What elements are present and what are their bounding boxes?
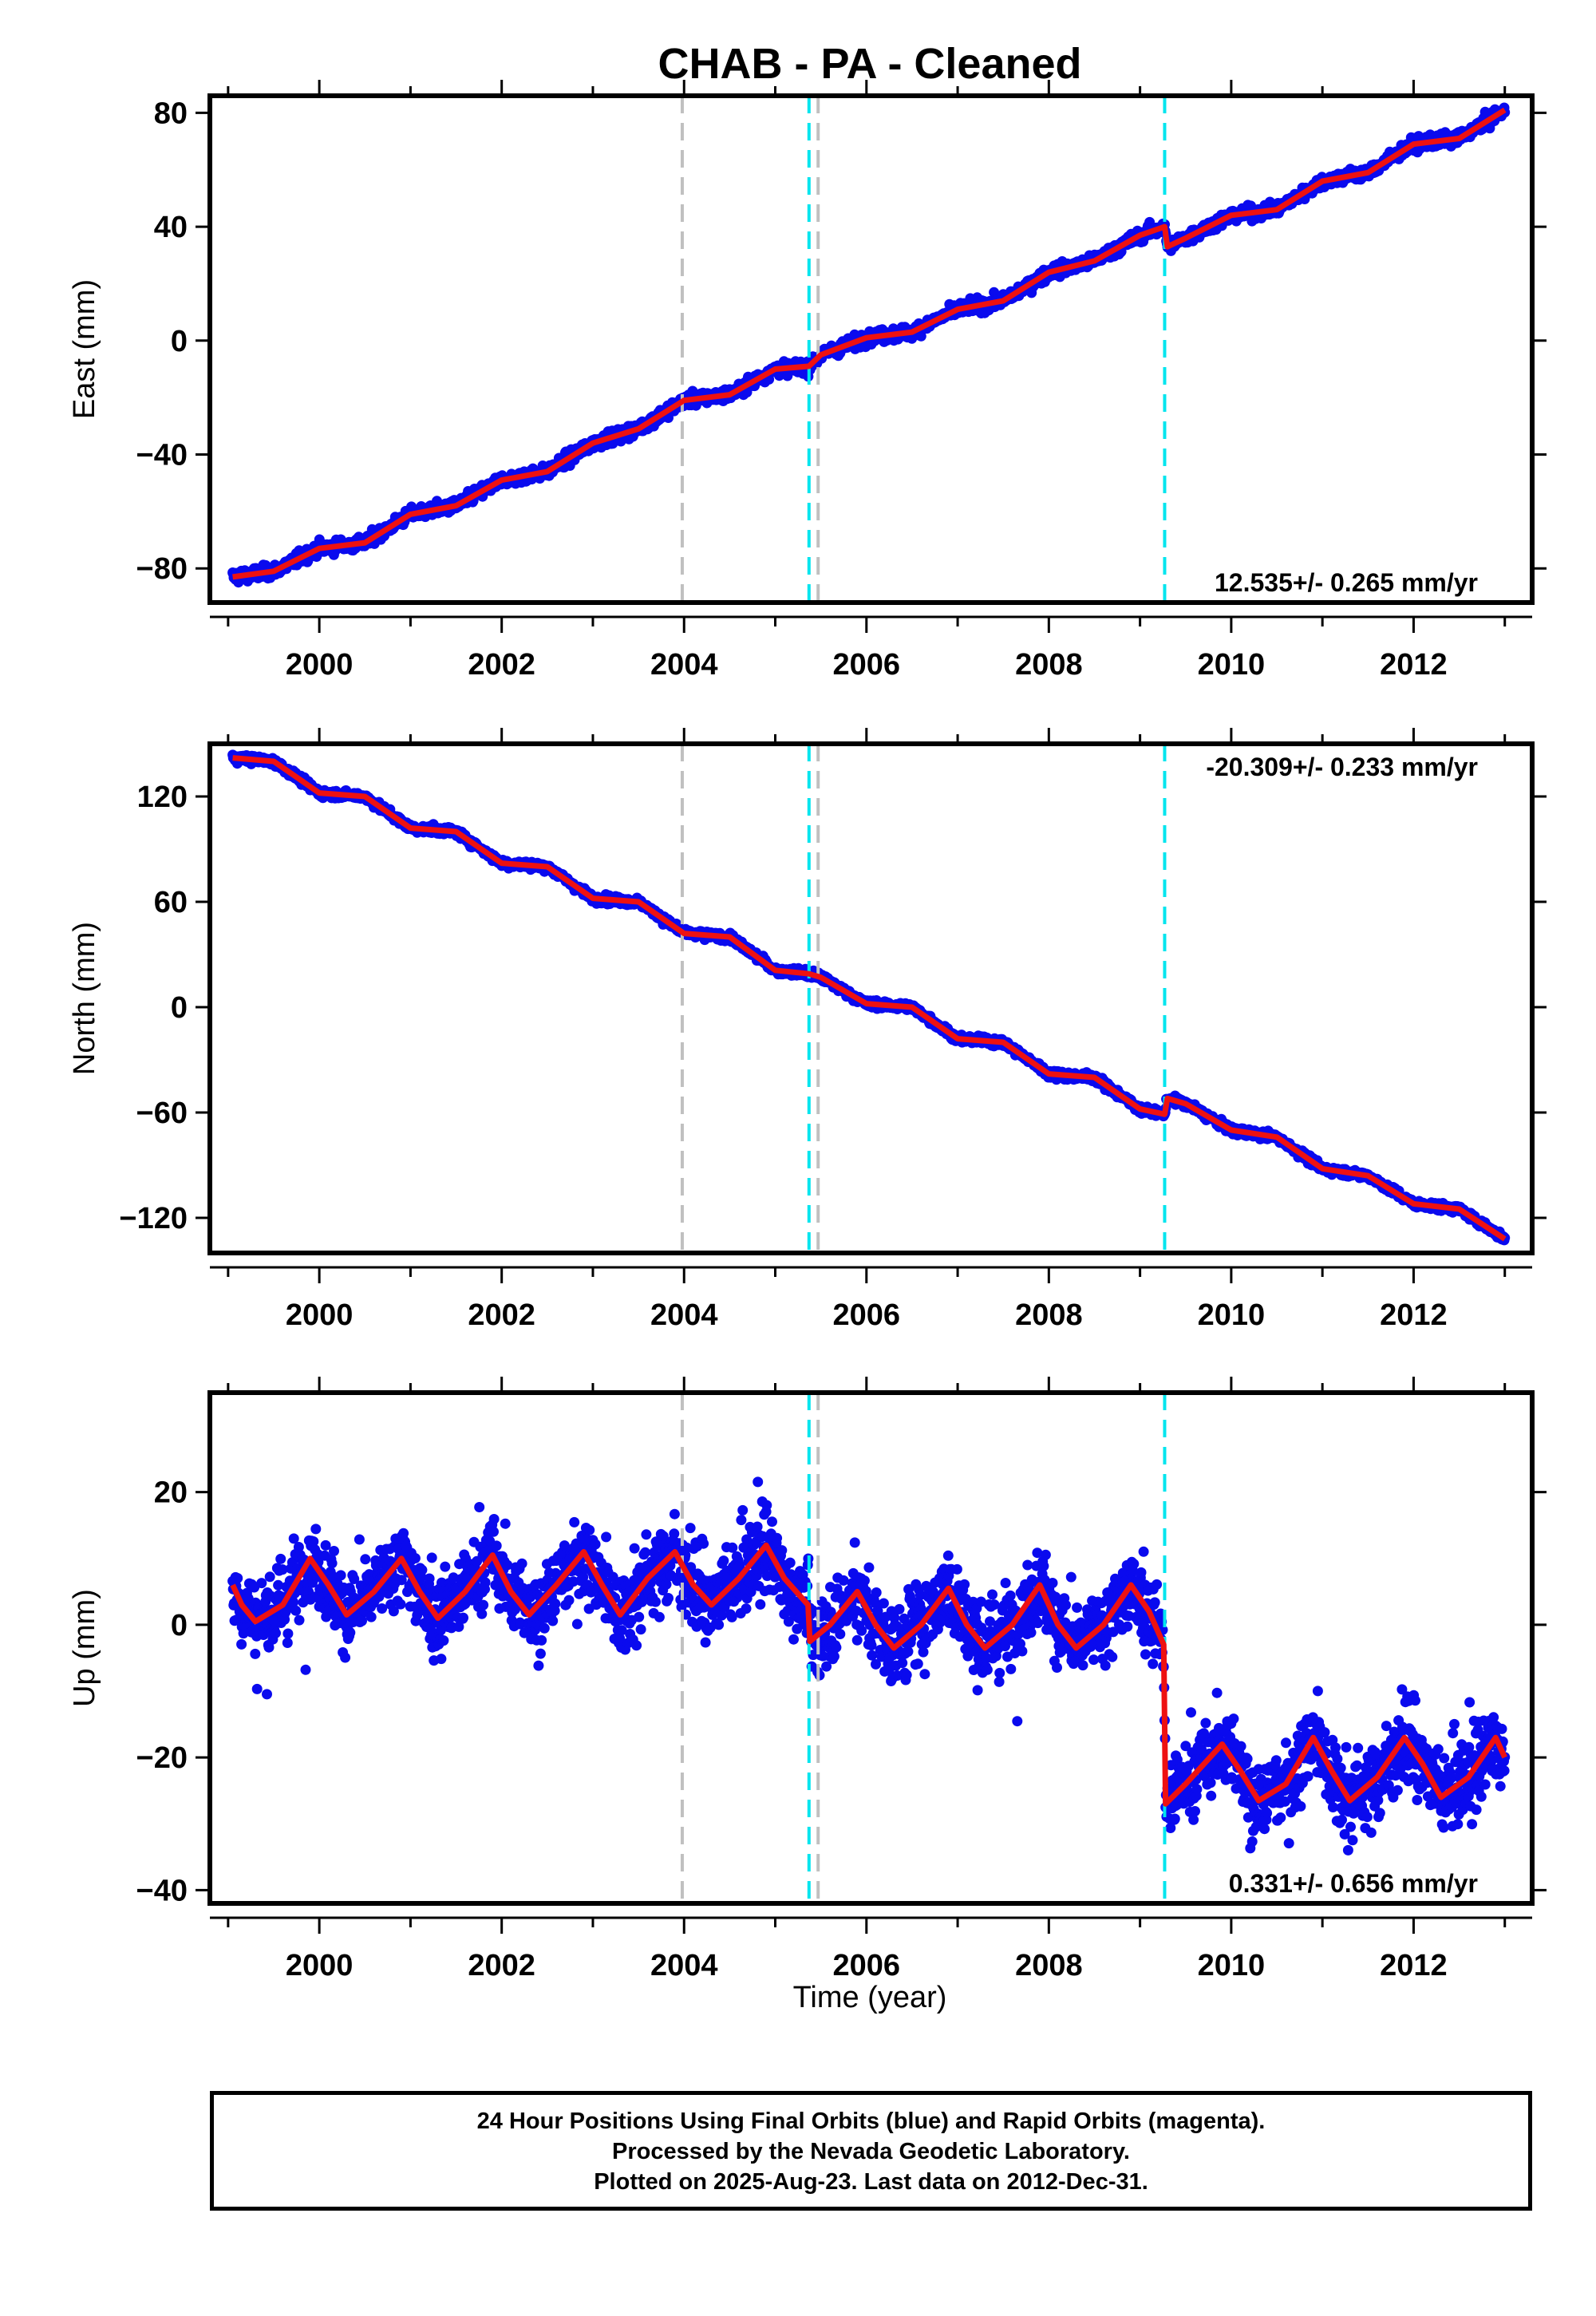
data-point xyxy=(282,1638,293,1648)
x-tick-label: 2006 xyxy=(833,648,901,682)
x-tick-label: 2004 xyxy=(650,648,718,682)
data-point xyxy=(236,1638,247,1650)
x-tick-label: 2004 xyxy=(650,1298,718,1332)
data-point xyxy=(335,1570,346,1581)
data-point xyxy=(440,1561,451,1572)
data-point xyxy=(426,1552,437,1563)
y-tick-label: 0 xyxy=(171,991,188,1025)
x-tick-label: 2008 xyxy=(1015,1298,1083,1332)
north-panel: −120 −60 0 60 120 2000 2002 2004 2006 2008 2010 201… xyxy=(68,728,1547,1332)
data-point xyxy=(256,1578,267,1589)
model-line xyxy=(232,755,1507,1242)
data-point xyxy=(409,1553,421,1563)
data-point xyxy=(395,1599,406,1610)
data-point xyxy=(282,1628,294,1639)
data-point xyxy=(320,1539,331,1551)
x-tick-label: 2006 xyxy=(833,1298,901,1332)
data-point xyxy=(294,1614,305,1626)
y-tick-label: 120 xyxy=(137,781,188,814)
x-tick-label: 2010 xyxy=(1198,1298,1266,1332)
figure-title: CHAB - PA - Cleaned xyxy=(658,40,1081,88)
x-tick-label: 2010 xyxy=(1198,648,1266,682)
y-tick-label: −60 xyxy=(136,1097,188,1130)
x-tick-label: 2012 xyxy=(1380,648,1448,682)
y-tick-label: 40 xyxy=(154,211,188,244)
data-point xyxy=(417,1564,428,1575)
data-point xyxy=(290,1605,302,1616)
data-point xyxy=(345,1627,356,1638)
data-point xyxy=(326,1558,338,1569)
y-tick-label: 80 xyxy=(154,97,188,130)
x-tick-label: 2000 xyxy=(286,648,354,682)
plot-area xyxy=(227,744,1511,1253)
data-point xyxy=(396,1575,407,1586)
data-point xyxy=(275,1553,286,1564)
data-point xyxy=(263,1642,275,1653)
data-point xyxy=(436,1654,447,1665)
data-point xyxy=(310,1524,322,1535)
y-tick-label: −40 xyxy=(136,438,188,472)
rate-label: 12.535+/- 0.265 mm/yr xyxy=(1215,568,1478,597)
data-point xyxy=(360,1554,371,1565)
data-point xyxy=(340,1652,351,1663)
data-point xyxy=(277,1564,288,1575)
data-points xyxy=(227,749,1511,1246)
data-point xyxy=(264,1571,275,1583)
data-point xyxy=(250,1648,261,1659)
y-tick-label: −120 xyxy=(119,1202,188,1235)
data-point xyxy=(273,1579,284,1591)
data-point xyxy=(424,1573,435,1584)
x-tick-label: 2002 xyxy=(468,1298,535,1332)
plot-area xyxy=(227,1393,1511,1903)
y-tick-label: −80 xyxy=(136,552,188,586)
rate-label: -20.309+/- 0.233 mm/yr xyxy=(1206,753,1478,781)
data-point xyxy=(300,1664,311,1675)
data-point xyxy=(349,1574,360,1584)
data-point xyxy=(262,1689,272,1700)
data-point xyxy=(365,1611,377,1622)
x-tick-label: 2002 xyxy=(468,648,535,682)
y-axis-label: North (mm) xyxy=(68,922,101,1075)
plot-frame xyxy=(207,93,1535,605)
data-point xyxy=(329,1546,339,1556)
data-point xyxy=(293,1542,304,1552)
y-tick-label: 60 xyxy=(154,886,188,919)
data-point xyxy=(357,1615,367,1626)
data-point xyxy=(438,1635,449,1646)
y-axis-label: East (mm) xyxy=(68,279,101,419)
data-point xyxy=(288,1533,299,1544)
data-point xyxy=(377,1603,388,1614)
plot-area xyxy=(227,96,1511,603)
data-point xyxy=(388,1606,399,1617)
data-point xyxy=(232,1573,243,1583)
data-point xyxy=(308,1536,319,1547)
data-point xyxy=(288,1597,299,1608)
data-point xyxy=(271,1627,281,1638)
plot-frame xyxy=(207,741,1535,1255)
data-point xyxy=(354,1534,365,1545)
model-line xyxy=(232,107,1507,580)
y-tick-label: 0 xyxy=(171,325,188,358)
x-tick-label: 2000 xyxy=(286,1298,354,1332)
data-point xyxy=(251,1683,263,1694)
east-panel: −80 −40 0 40 80 2000 2002 2004 2006 2008 2010 2012 E… xyxy=(68,80,1547,682)
x-tick-label: 2012 xyxy=(1380,1298,1448,1332)
data-points xyxy=(227,1476,1511,1856)
data-point xyxy=(398,1528,409,1539)
x-tick-label: 2008 xyxy=(1015,648,1083,682)
data-point xyxy=(453,1621,464,1632)
